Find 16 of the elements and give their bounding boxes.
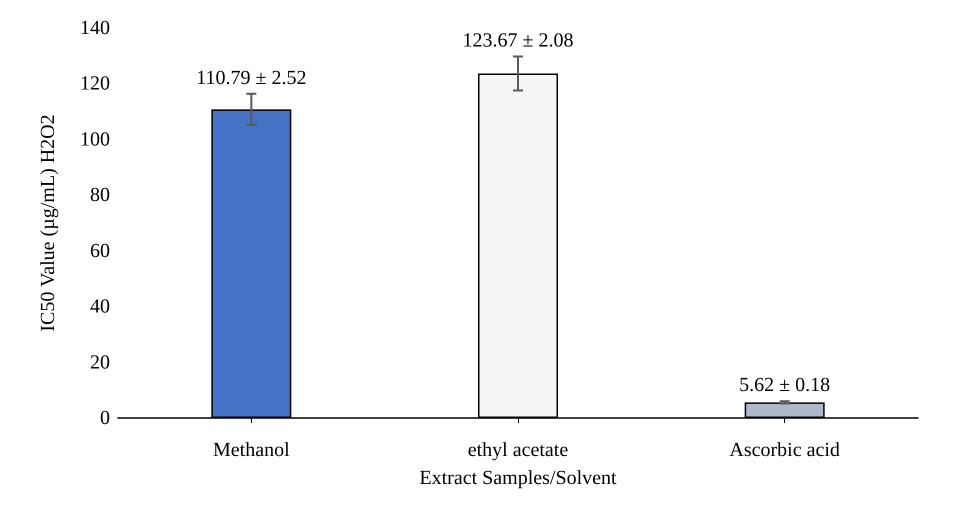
y-tick-label: 120 [80, 72, 110, 95]
data-label: 110.79 ± 2.52 [196, 66, 306, 89]
x-tick-label: Ascorbic acid [729, 439, 840, 461]
y-tick-label: 100 [80, 128, 110, 150]
data-label: 5.62 ± 0.18 [739, 374, 830, 396]
y-tick-label: 80 [90, 184, 110, 206]
x-tick-label: ethyl acetate [468, 439, 568, 461]
y-tick-label: 20 [90, 351, 110, 374]
y-axis-title: IC50 Value (µg/mL) H2O2 [37, 114, 59, 332]
x-tick-label: Methanol [213, 439, 290, 461]
y-tick-label: 0 [100, 407, 110, 429]
y-tick-label: 60 [90, 240, 110, 262]
y-tick-label: 140 [80, 17, 110, 39]
x-axis-title: Extract Samples/Solvent [419, 467, 618, 489]
y-tick-label: 40 [90, 296, 110, 318]
data-label: 123.67 ± 2.08 [462, 30, 574, 52]
